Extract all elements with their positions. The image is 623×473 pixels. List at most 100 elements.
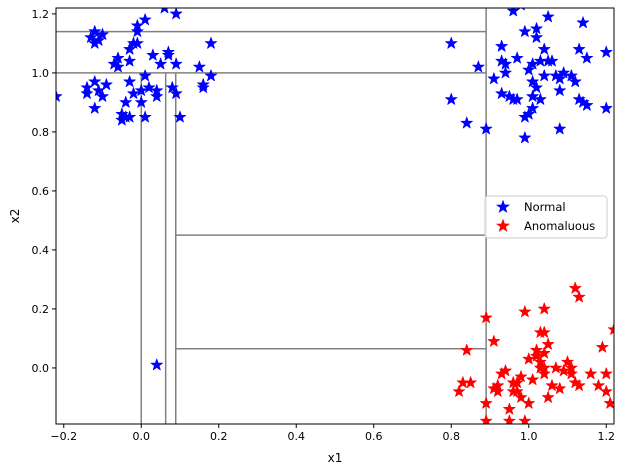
data-point-anomaluous [526, 373, 539, 386]
data-point-normal [522, 63, 535, 76]
data-point-normal [169, 57, 183, 70]
data-point-normal [472, 60, 485, 73]
data-point-normal [499, 57, 512, 70]
data-point-anomaluous [479, 311, 493, 324]
data-point-normal [80, 87, 94, 99]
data-point-normal [88, 75, 101, 88]
data-point-anomaluous [584, 367, 597, 380]
data-point-anomaluous [464, 376, 477, 389]
data-point-anomaluous [510, 385, 524, 397]
x-tick-label: 0.4 [288, 430, 306, 443]
data-point-anomaluous [491, 385, 504, 397]
data-point-normal [142, 81, 156, 93]
data-point-normal [92, 33, 105, 46]
data-point-normal [173, 110, 187, 123]
y-tick-label: 0.0 [32, 362, 50, 375]
legend-label-anomaluous: Anomaluous [524, 219, 595, 233]
y-tick-label: 0.2 [32, 303, 50, 316]
data-point-normal [499, 66, 512, 79]
data-point-normal [479, 122, 493, 135]
data-point-normal [557, 66, 570, 79]
ticks-layer: −0.2 0.0 0.2 0.4 0.6 0.8 1.0 1.2 0.0 0.2 0.4 0.6 0.8… [32, 8, 616, 443]
data-point-normal [553, 84, 566, 96]
data-point-anomaluous [603, 396, 614, 409]
data-point-normal [84, 31, 98, 43]
data-point-normal [518, 131, 532, 144]
data-point-anomaluous [553, 382, 566, 394]
data-point-normal [150, 358, 163, 371]
data-point-anomaluous [503, 402, 516, 415]
data-point-anomaluous [499, 364, 512, 377]
data-point-normal [565, 69, 578, 82]
legend-label-normal: Normal [524, 200, 566, 214]
data-point-normal [96, 28, 109, 40]
data-point-normal [530, 22, 543, 34]
data-point-anomaluous [565, 367, 578, 380]
x-tick-label: 1.0 [520, 430, 538, 443]
data-point-normal [460, 116, 473, 129]
x-tick-label: −0.2 [50, 430, 77, 443]
data-point-normal [541, 10, 555, 23]
data-point-anomaluous [596, 340, 609, 353]
data-point-anomaluous [522, 396, 535, 409]
data-point-normal [150, 84, 163, 96]
y-tick-label: 1.0 [32, 67, 50, 80]
data-point-normal [510, 51, 524, 64]
data-point-normal [526, 90, 539, 102]
legend-marker-anomaluous [495, 218, 511, 232]
data-point-normal [553, 72, 566, 85]
data-point-anomaluous [534, 355, 547, 368]
data-point-normal [111, 60, 125, 73]
data-point-anomaluous [538, 302, 551, 315]
x-tick-label: 0.0 [133, 430, 151, 443]
data-point-normal [495, 87, 508, 99]
data-point-normal [138, 69, 152, 82]
y-tick-label: 1.2 [32, 8, 50, 21]
data-point-anomaluous [479, 396, 493, 409]
y-tick-label: 0.8 [32, 126, 50, 139]
data-point-normal [495, 39, 508, 52]
data-point-normal [123, 110, 136, 123]
points-layer [56, 8, 614, 424]
data-point-normal [572, 42, 586, 55]
data-point-normal [197, 78, 210, 91]
data-point-normal [526, 101, 539, 114]
data-point-anomaluous [541, 390, 555, 403]
legend: Normal Anomaluous [484, 195, 608, 239]
legend-star-icon [495, 199, 511, 213]
data-point-normal [154, 57, 167, 70]
data-point-anomaluous [538, 326, 551, 338]
data-point-normal [580, 51, 594, 64]
x-tick-label: 1.2 [598, 430, 616, 443]
data-point-anomaluous [569, 281, 582, 294]
data-point-normal [445, 92, 458, 105]
data-point-anomaluous [518, 305, 532, 318]
x-axis-title: x1 [328, 451, 343, 465]
data-point-anomaluous [561, 355, 574, 368]
data-point-normal [96, 90, 109, 102]
data-point-anomaluous [530, 349, 543, 362]
data-point-anomaluous [460, 343, 473, 356]
data-point-normal [169, 8, 183, 20]
data-point-normal [530, 81, 543, 93]
data-point-normal [135, 84, 148, 96]
data-point-normal [138, 13, 152, 26]
data-point-normal [517, 8, 525, 11]
data-point-normal [510, 92, 524, 105]
data-point-normal [576, 16, 590, 29]
data-point-normal [193, 60, 206, 73]
x-tick-label: 0.2 [210, 430, 228, 443]
data-point-normal [169, 87, 183, 99]
data-point-normal [518, 25, 532, 37]
data-point-normal [569, 75, 582, 88]
data-point-normal [56, 90, 63, 102]
data-point-normal [600, 101, 613, 114]
data-point-normal [445, 36, 458, 49]
data-point-anomaluous [538, 367, 551, 380]
data-point-anomaluous [592, 379, 605, 391]
legend-box [484, 195, 608, 239]
data-point-anomaluous [541, 337, 555, 350]
data-point-normal [127, 87, 140, 99]
x-tick-label: 0.8 [443, 430, 461, 443]
